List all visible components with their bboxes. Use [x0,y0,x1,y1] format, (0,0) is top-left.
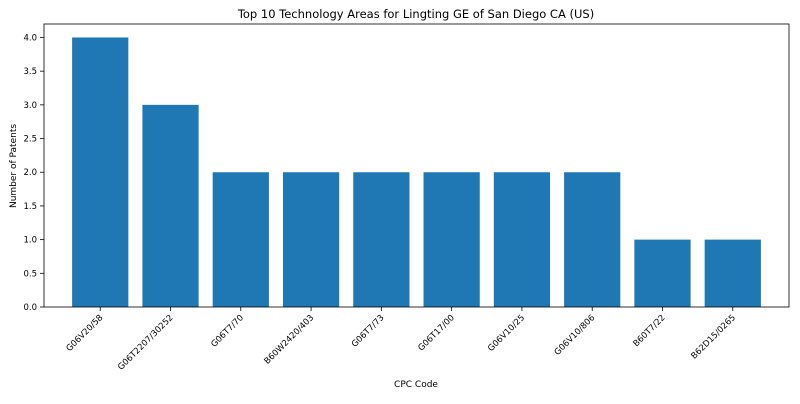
y-tick-label: 2.5 [23,135,37,145]
x-tick-label: G06V10/25 [486,313,527,354]
bar [705,240,761,307]
x-tick-label: G06T2207/30252 [116,313,175,372]
bar [353,172,409,307]
x-tick-label: G06T17/00 [416,313,456,353]
bars-layer [72,37,761,307]
x-tick-label: B60T7/22 [632,313,668,349]
bar [424,172,480,307]
x-axis: G06V20/58G06T2207/30252 G06T7/70 B60W2420/… [65,307,738,373]
x-tick-label: G06T7/73 [350,313,387,350]
bar [283,172,339,307]
x-axis-label: CPC Code [394,380,438,390]
y-tick-label: 3.5 [23,67,37,77]
bar [72,37,128,307]
y-axis: 0.0 0.5 1.0 1.5 2.0 2.5 3.0 3.5 4.0 [23,33,44,313]
x-tick-label: G06V10/806 [553,313,598,358]
bar [634,240,690,307]
bar [564,172,620,307]
y-tick-label: 1.5 [23,202,37,212]
y-tick-label: 4.0 [23,33,37,43]
bar [494,172,550,307]
y-tick-label: 2.0 [23,168,37,178]
y-tick-label: 0.5 [23,269,37,279]
chart-title: Top 10 Technology Areas for Lingting GE … [237,7,594,21]
x-tick-label: B60W2420/403 [263,313,317,367]
x-tick-label: G06T7/70 [209,313,246,350]
bar [142,105,198,307]
chart-container: Top 10 Technology Areas for Lingting GE … [0,0,800,400]
x-tick-label: G06V20/58 [65,313,106,354]
bar-chart: Top 10 Technology Areas for Lingting GE … [0,0,800,400]
y-tick-label: 3.0 [23,101,37,111]
y-tick-label: 0.0 [23,303,37,313]
y-tick-label: 1.0 [23,236,37,246]
x-tick-label: B62D15/0265 [689,313,737,361]
y-axis-label: Number of Patents [9,124,19,208]
bar [213,172,269,307]
